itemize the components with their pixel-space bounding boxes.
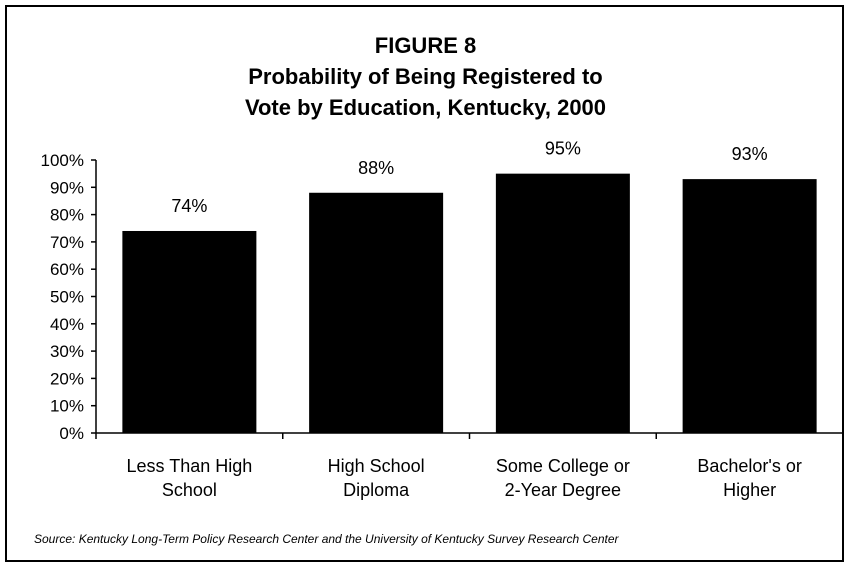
data-label: 74% [171, 196, 207, 216]
y-tick-label: 30% [50, 342, 84, 361]
bar [309, 192, 444, 433]
data-label: 88% [358, 158, 394, 178]
data-label: 95% [545, 139, 581, 159]
x-tick-label: 2-Year Degree [505, 480, 621, 500]
chart-title-line-2: Vote by Education, Kentucky, 2000 [244, 95, 607, 120]
figure-number: FIGURE 8 [374, 33, 477, 58]
x-tick-label: High School [328, 456, 425, 476]
bar [122, 230, 257, 433]
y-tick-label: 90% [50, 178, 84, 197]
y-tick-label: 70% [50, 233, 84, 252]
y-tick-label: 40% [50, 315, 84, 334]
y-tick-label: 20% [50, 369, 84, 388]
y-tick-label: 0% [59, 424, 84, 443]
chart-title-line-1: Probability of Being Registered to [248, 64, 603, 89]
y-tick-label: 60% [50, 260, 84, 279]
bar [682, 179, 817, 433]
bar [495, 173, 630, 433]
y-tick-label: 100% [41, 151, 84, 170]
x-tick-label: Diploma [343, 480, 410, 500]
x-tick-label: Bachelor's or [697, 456, 801, 476]
x-tick-label: Some College or [496, 456, 630, 476]
data-label: 93% [732, 144, 768, 164]
y-tick-label: 50% [50, 288, 84, 307]
y-tick-label: 80% [50, 206, 84, 225]
x-tick-label: Less Than High [127, 456, 253, 476]
x-tick-label: School [162, 480, 217, 500]
source-note: Source: Kentucky Long-Term Policy Resear… [34, 532, 619, 546]
y-tick-label: 10% [50, 397, 84, 416]
x-tick-label: Higher [723, 480, 776, 500]
